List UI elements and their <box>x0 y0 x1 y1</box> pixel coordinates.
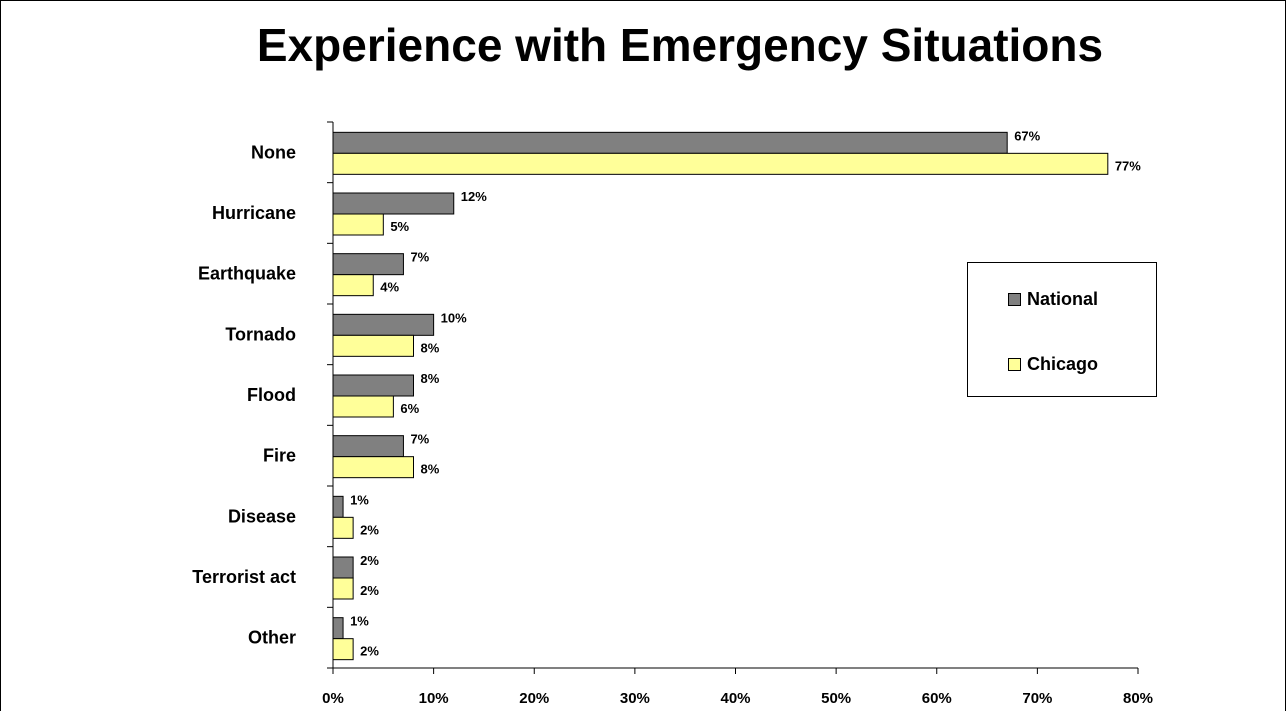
legend-swatch-chicago <box>1008 358 1021 371</box>
bar-chicago <box>332 334 414 357</box>
bar-national <box>332 556 354 579</box>
category-label: Other <box>248 628 296 648</box>
bar-chicago <box>332 516 354 539</box>
data-label: 7% <box>410 250 429 265</box>
legend-item-national: National <box>1008 289 1098 310</box>
bar-national <box>332 131 1008 154</box>
x-tick-label: 0% <box>322 690 344 707</box>
x-tick-label: 30% <box>620 690 650 707</box>
data-label: 67% <box>1014 128 1040 143</box>
bar-chicago <box>332 577 354 600</box>
data-label: 2% <box>360 644 379 659</box>
chart-bars <box>332 131 1109 661</box>
bar-chicago <box>332 213 384 236</box>
legend-label-national: National <box>1027 289 1099 309</box>
category-label: Earthquake <box>198 264 296 284</box>
category-label: Tornado <box>225 324 296 344</box>
category-label: Flood <box>247 385 296 405</box>
chart-title: Experience with Emergency Situations <box>256 19 1104 71</box>
legend-swatch-national <box>1008 293 1021 306</box>
x-tick-label: 40% <box>720 690 750 707</box>
legend-label-chicago: Chicago <box>1027 354 1099 374</box>
x-tick-label: 20% <box>519 690 549 707</box>
bar-national <box>332 435 404 458</box>
bar-chicago <box>332 274 374 297</box>
data-label: 1% <box>350 492 369 507</box>
data-label: 2% <box>360 583 379 598</box>
data-label: 2% <box>360 522 379 537</box>
bar-national <box>332 192 455 215</box>
data-label: 4% <box>380 280 399 295</box>
data-label: 5% <box>390 219 409 234</box>
data-label: 8% <box>421 462 440 477</box>
chart-labels: None Hurricane Earthquake Tornado Flood Fire D… <box>192 128 1141 658</box>
data-label: 12% <box>461 189 487 204</box>
data-label: 8% <box>421 371 440 386</box>
chart-legend: National Chicago <box>967 262 1157 397</box>
bar-national <box>332 374 414 397</box>
category-label: Hurricane <box>212 203 296 223</box>
bar-chicago <box>332 638 354 661</box>
bar-chicago <box>332 395 394 418</box>
x-tick-label: 70% <box>1022 690 1052 707</box>
data-label: 7% <box>410 432 429 447</box>
bar-chicago <box>332 152 1109 175</box>
bar-chicago <box>332 456 414 479</box>
data-label: 6% <box>400 401 419 416</box>
x-tick-label: 80% <box>1123 690 1153 707</box>
x-tick-label: 50% <box>821 690 851 707</box>
category-label: Fire <box>263 446 296 466</box>
bar-national <box>332 617 344 640</box>
bar-national <box>332 253 404 276</box>
bar-national <box>332 495 344 518</box>
category-label: None <box>251 142 296 162</box>
data-label: 1% <box>350 614 369 629</box>
category-label: Disease <box>228 506 296 526</box>
data-label: 8% <box>421 340 440 355</box>
data-label: 77% <box>1115 158 1141 173</box>
legend-item-chicago: Chicago <box>1008 354 1098 375</box>
x-tick-label: 60% <box>922 690 952 707</box>
data-label: 2% <box>360 553 379 568</box>
data-label: 10% <box>441 310 467 325</box>
bar-national <box>332 313 435 336</box>
category-label: Terrorist act <box>192 567 296 587</box>
x-tick-label: 10% <box>419 690 449 707</box>
